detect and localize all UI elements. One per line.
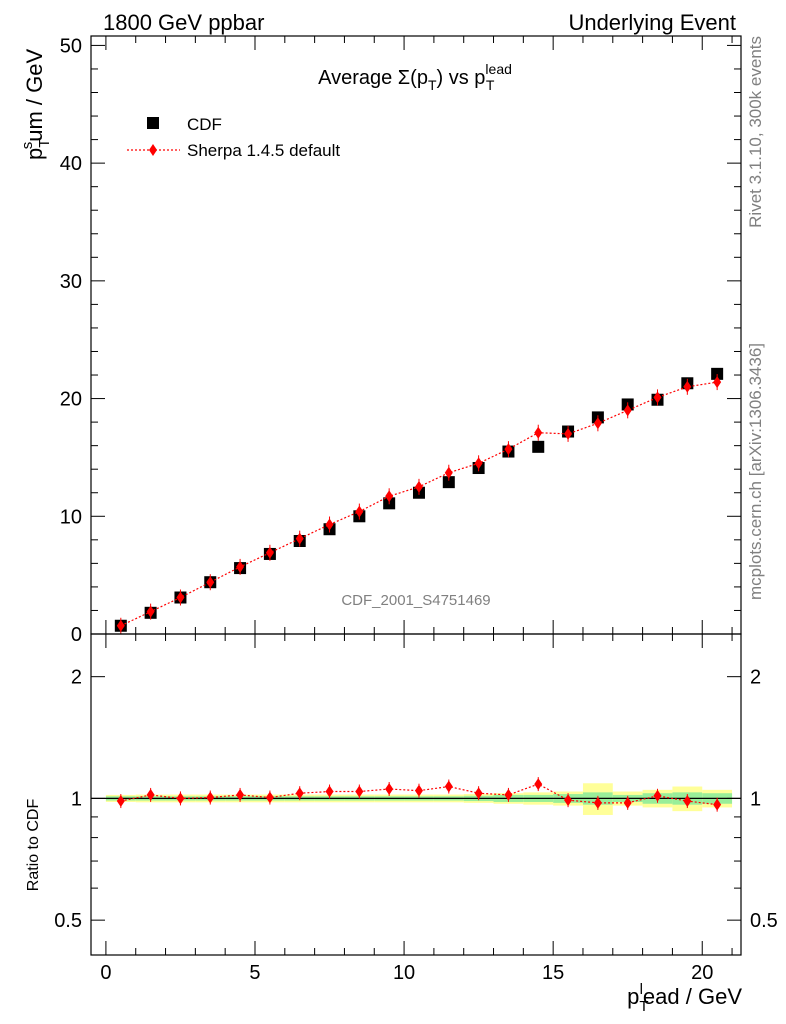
ratio-sherpa-point — [474, 787, 483, 800]
x-tick-label: 5 — [249, 962, 260, 984]
ratio-sherpa-point — [295, 787, 304, 800]
ratio-y-tick-label-right: 0.5 — [750, 910, 778, 932]
sherpa-point — [683, 380, 692, 393]
mcplots-label: mcplots.cern.ch [arXiv:1306.3436] — [746, 343, 765, 600]
cdf-point — [532, 440, 545, 453]
ratio-panel: 0.5 0.51 12 20 5 10 15 20 Ratio to CDF pTlead /… — [25, 633, 778, 1015]
y-tick-label: 40 — [60, 153, 82, 175]
cdf-point — [442, 476, 455, 489]
main-ylabel: pTsum / GeV — [19, 49, 53, 160]
x-tick-label: 0 — [100, 962, 111, 984]
sherpa-point — [236, 560, 245, 573]
sherpa-point — [504, 443, 513, 456]
sherpa-point — [623, 404, 632, 417]
plot-title: Average Σ(pT) vs plead T — [318, 61, 512, 93]
ratio-plot-area — [116, 777, 722, 812]
y-tick-label: 10 — [60, 506, 82, 528]
sherpa-point — [444, 466, 453, 479]
ratio-sherpa-point — [683, 795, 692, 808]
ratio-ylabel: Ratio to CDF — [25, 799, 42, 892]
ratio-sherpa-point — [236, 788, 245, 801]
ratio-y-tick-label-right: 2 — [750, 667, 761, 689]
legend-marker-cdf — [147, 117, 159, 129]
sherpa-point — [593, 417, 602, 430]
ratio-sherpa-point — [713, 798, 722, 811]
ratio-sherpa-point — [593, 796, 602, 809]
legend: CDF Sherpa 1.4.5 default — [127, 115, 340, 160]
ratio-y-tick-label-right: 1 — [750, 788, 761, 810]
sherpa-point — [176, 591, 185, 604]
x-axis-label: pTlead / GeV — [627, 981, 742, 1015]
ratio-y-tick-label: 0.5 — [54, 910, 82, 932]
x-tick-label: 20 — [691, 962, 713, 984]
sherpa-point — [653, 391, 662, 404]
sherpa-point — [564, 427, 573, 440]
ratio-sherpa-point — [116, 795, 125, 808]
ratio-sherpa-point — [444, 780, 453, 793]
x-tick-label: 15 — [542, 962, 564, 984]
main-plot-area — [114, 367, 724, 634]
ratio-sherpa-point — [653, 789, 662, 802]
x-tick-label: 10 — [393, 962, 415, 984]
ratio-sherpa-point — [534, 778, 543, 791]
sherpa-point — [146, 605, 155, 618]
ratio-y-tick-label: 1 — [71, 788, 82, 810]
sherpa-point — [295, 532, 304, 545]
sherpa-point — [116, 619, 125, 632]
sherpa-point — [355, 505, 364, 518]
sherpa-point — [385, 490, 394, 503]
sherpa-point — [713, 376, 722, 389]
sherpa-point — [206, 576, 215, 589]
ratio-sherpa-point — [206, 791, 215, 804]
rivet-label: Rivet 3.1.10, 300k events — [746, 36, 765, 228]
ratio-axis-ticks: 0.5 0.51 12 20 5 10 15 20 — [54, 634, 778, 984]
header-right: Underlying Event — [568, 10, 736, 35]
main-panel: 10 20 30 40 50 0 CDF_2001_S4751469 Average Σ(… — [19, 35, 742, 646]
legend-label-sherpa: Sherpa 1.4.5 default — [187, 141, 340, 160]
sherpa-point — [265, 546, 274, 559]
sherpa-point — [474, 457, 483, 470]
ratio-sherpa-point — [325, 785, 334, 798]
ratio-sherpa-point — [265, 791, 274, 804]
y-tick-label: 0 — [71, 624, 82, 646]
header-left: 1800 GeV ppbar — [103, 10, 264, 35]
ratio-y-tick-label: 2 — [71, 667, 82, 689]
ratio-sherpa-point — [414, 784, 423, 797]
cdf-point — [711, 367, 724, 380]
ratio-sherpa-point — [623, 796, 632, 809]
legend-label-cdf: CDF — [187, 115, 222, 134]
ratio-sherpa-point — [176, 792, 185, 805]
main-axis-ticks: 10 20 30 40 50 0 — [60, 35, 741, 646]
sherpa-point — [325, 518, 334, 531]
ratio-sherpa-point — [504, 788, 513, 801]
y-tick-label: 30 — [60, 271, 82, 293]
y-tick-label: 50 — [60, 35, 82, 57]
sherpa-point — [414, 480, 423, 493]
legend-marker-sherpa — [149, 144, 157, 156]
sherpa-point — [534, 426, 543, 439]
ratio-sherpa-point — [564, 794, 573, 807]
ratio-uncertainty-bands — [91, 783, 741, 815]
ratio-sherpa-point — [355, 785, 364, 798]
ratio-sherpa-line — [120, 783, 718, 806]
y-tick-label: 20 — [60, 389, 82, 411]
ratio-sherpa-point — [385, 783, 394, 796]
ratio-sherpa-point — [146, 788, 155, 801]
analysis-watermark: CDF_2001_S4751469 — [341, 592, 490, 609]
ratio-frame — [90, 633, 742, 956]
